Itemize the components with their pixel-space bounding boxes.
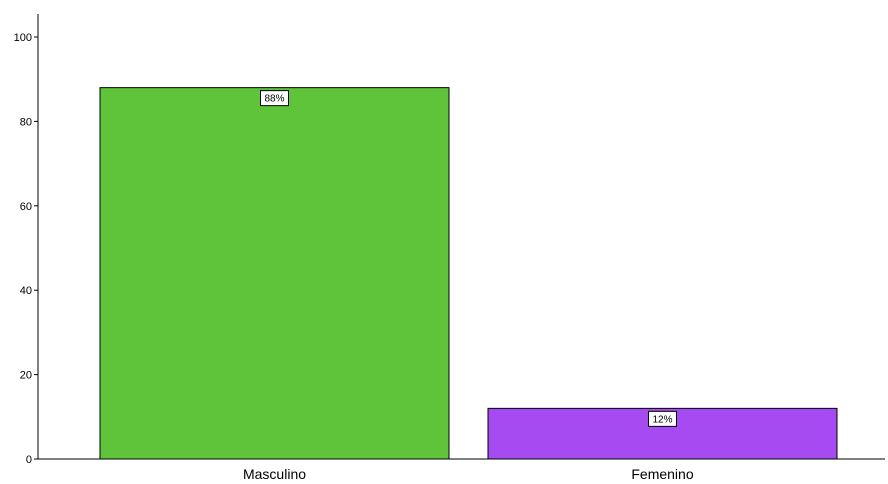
data-labels-group: 88% 12% — [260, 90, 677, 427]
y-tick-label: 60 — [20, 201, 32, 213]
data-label-box — [260, 90, 289, 107]
y-axis-ticks: 0 20 40 60 80 100 — [14, 32, 38, 466]
y-tick-label: 40 — [20, 285, 32, 297]
y-tick-label: 20 — [20, 370, 32, 382]
data-label-box — [648, 410, 677, 427]
y-tick-label: 80 — [20, 116, 32, 128]
x-axis-categories: Masculino Femenino — [243, 466, 694, 482]
y-tick-label: 0 — [26, 454, 32, 466]
bar-masculino — [99, 87, 450, 460]
bars-group — [99, 87, 838, 460]
data-label: 88% — [264, 94, 284, 105]
x-category-label: Masculino — [243, 466, 306, 482]
y-tick-label: 100 — [14, 32, 32, 44]
x-category-label: Femenino — [631, 466, 693, 482]
data-label: 12% — [652, 414, 672, 425]
